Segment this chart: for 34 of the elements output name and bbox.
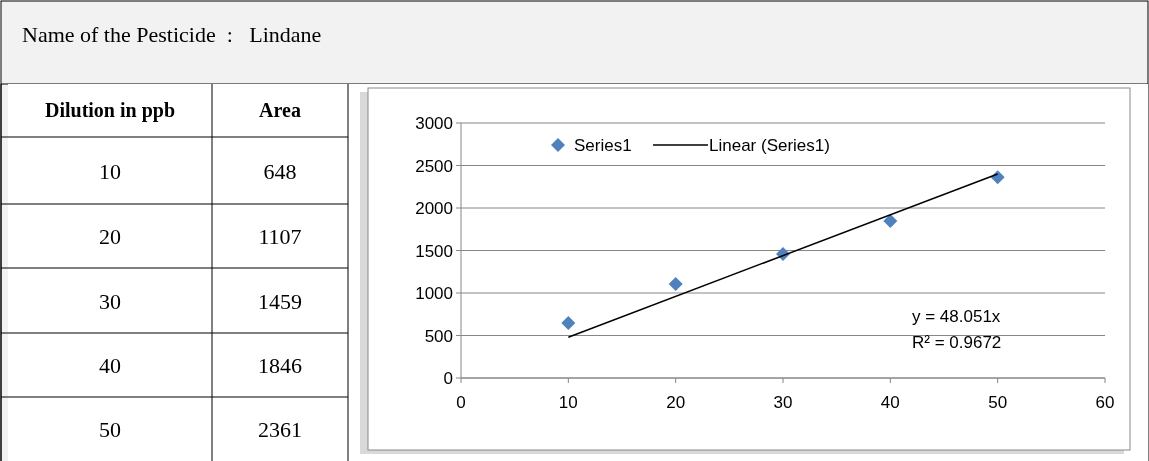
- x-tick-label: 10: [558, 393, 578, 412]
- point: [668, 276, 683, 291]
- text: 50: [99, 417, 121, 442]
- annotation: R² = 0.9672: [912, 333, 1002, 352]
- y-tick-label: 3000: [415, 114, 453, 133]
- text: 10: [99, 158, 121, 184]
- x-tick-label: 0: [456, 393, 466, 412]
- y-tick-label: 2500: [415, 156, 453, 176]
- point: [561, 315, 576, 330]
- y-tick-label: 2000: [415, 199, 453, 218]
- x-tick-label: 50: [988, 393, 1008, 412]
- y-tick-label: 1000: [415, 284, 453, 303]
- text: Dilution in ppb: [44, 98, 176, 122]
- y-tick-label: 1500: [415, 241, 453, 261]
- y-tick-label: 500: [424, 326, 453, 346]
- text: Name of the Pesticide : Lindane: [22, 22, 322, 47]
- text: 1846: [258, 353, 302, 378]
- x-tick-label: 20: [666, 393, 686, 412]
- x-tick-label: 60: [1095, 393, 1115, 412]
- text: Area: [259, 98, 301, 121]
- text: 30: [99, 288, 121, 314]
- x-tick-label: 40: [880, 393, 900, 412]
- legend-label: Linear (Series1): [709, 136, 830, 155]
- x-tick-label: 30: [773, 393, 793, 412]
- text: 648: [263, 158, 297, 184]
- y-tick-label: 0: [443, 369, 453, 388]
- text: 1107: [258, 224, 302, 249]
- text: 40: [99, 353, 121, 378]
- annotation: y = 48.051x: [912, 307, 1001, 326]
- text: 20: [99, 224, 121, 249]
- text: 2361: [258, 417, 302, 442]
- legend-label: Series1: [574, 136, 632, 155]
- point: [883, 214, 898, 229]
- text: 1459: [258, 288, 302, 314]
